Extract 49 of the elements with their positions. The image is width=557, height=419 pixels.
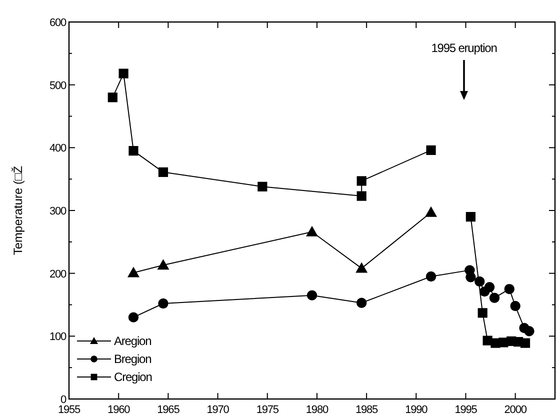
y-axis-title: Temperature (□Ž	[11, 166, 25, 256]
point	[356, 176, 366, 186]
point	[306, 226, 318, 236]
point	[118, 68, 128, 78]
point	[356, 298, 367, 308]
x-tick-label: 1995	[454, 404, 478, 416]
y-tick-label: 200	[49, 268, 66, 280]
x-tick-label: 1955	[58, 404, 81, 416]
point	[510, 300, 520, 312]
point	[306, 290, 318, 300]
point	[356, 191, 366, 201]
y-tick-label: 0	[60, 394, 66, 406]
y-tick-label: 400	[49, 142, 66, 155]
point	[258, 182, 268, 192]
point	[504, 284, 514, 294]
legend-label: Cregion	[114, 370, 152, 384]
point	[158, 298, 168, 309]
point	[108, 92, 118, 102]
point	[127, 266, 140, 278]
point	[158, 167, 168, 177]
point	[478, 308, 488, 318]
point	[128, 146, 138, 156]
annotation: 1995 eruption	[431, 41, 497, 55]
y-tick-label: 300	[49, 206, 66, 218]
point	[128, 312, 139, 322]
x-tick-label: 1965	[157, 404, 180, 416]
point	[489, 292, 500, 303]
x-tick-label: 2000	[504, 404, 527, 416]
point	[484, 282, 495, 292]
x-tick-label: 1960	[108, 404, 130, 416]
x-tick-label: 1975	[256, 404, 279, 416]
point	[425, 206, 438, 217]
point	[520, 338, 530, 348]
point	[426, 271, 436, 282]
legend-label: Aregion	[114, 334, 152, 348]
x-tick-label: 1980	[306, 404, 328, 416]
point	[356, 262, 368, 273]
point	[157, 259, 170, 270]
point	[426, 145, 436, 155]
x-tick-label: 1990	[405, 404, 428, 416]
x-tick-label: 1970	[206, 404, 230, 416]
point	[524, 326, 534, 336]
y-tick-label: 100	[49, 331, 66, 344]
legend-label: Bregion	[114, 352, 152, 366]
point	[466, 212, 476, 222]
x-tick-label: 1985	[356, 404, 378, 416]
y-tick-label: 500	[49, 80, 66, 92]
point	[466, 272, 476, 282]
y-tick-label: 600	[49, 17, 66, 29]
